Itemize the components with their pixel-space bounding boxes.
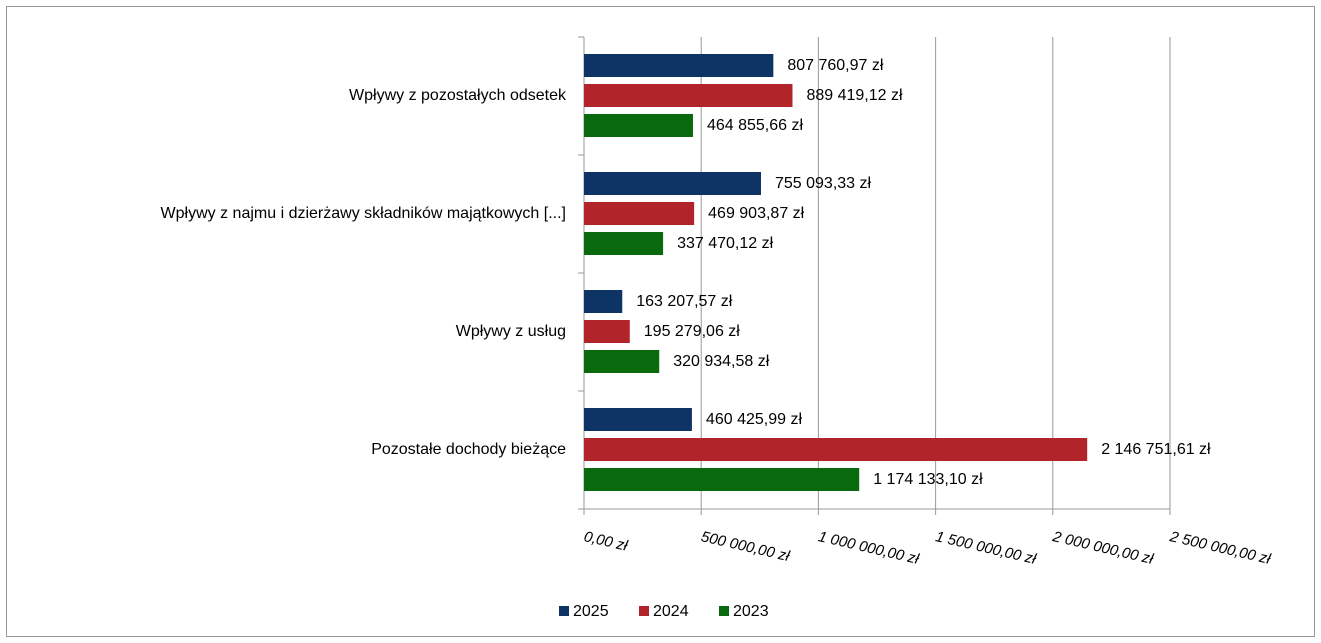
y-tick-label: Wpływy z usług [456,323,566,340]
bar [584,290,623,313]
legend-label: 2024 [653,603,689,620]
value-label: 2 146 751,61 zł [1101,441,1211,458]
x-tick-label: 1 500 000,00 zł [934,528,1038,568]
bar [584,438,1088,461]
bar [584,114,693,137]
bar [584,84,793,107]
bar [584,320,630,343]
value-label: 460 425,99 zł [706,411,803,428]
y-tick-label: Wpływy z pozostałych odsetek [349,87,567,104]
value-label: 469 903,87 zł [708,205,805,222]
value-label: 464 855,66 zł [707,117,804,134]
x-tick-label: 2 500 000,00 zł [1167,528,1272,568]
y-tick-label: Wpływy z najmu i dzierżawy składników ma… [161,205,566,222]
legend-swatch [719,606,729,616]
x-tick-label: 1 000 000,00 zł [817,528,921,568]
value-label: 1 174 133,10 zł [873,471,983,488]
bar [584,54,774,77]
y-tick-label: Pozostałe dochody bieżące [371,441,566,458]
bar [584,408,692,431]
value-label: 889 419,12 zł [806,87,903,104]
x-tick-label: 0,00 zł [582,528,630,555]
value-label: 195 279,06 zł [644,323,741,340]
legend-swatch [559,606,569,616]
chart-border [6,6,1315,637]
legend-label: 2025 [573,603,609,620]
x-tick-label: 500 000,00 zł [699,528,791,565]
value-label: 807 760,97 zł [787,57,884,74]
bar [584,232,664,255]
value-label: 163 207,57 zł [636,293,733,310]
bar [584,350,660,373]
legend-label: 2023 [733,603,769,620]
legend-swatch [639,606,649,616]
bar [584,202,695,225]
value-label: 337 470,12 zł [677,235,774,252]
value-label: 320 934,58 zł [673,353,770,370]
bar [584,468,860,491]
value-label: 755 093,33 zł [775,175,872,192]
x-tick-label: 2 000 000,00 zł [1050,528,1155,568]
bar [584,172,761,195]
